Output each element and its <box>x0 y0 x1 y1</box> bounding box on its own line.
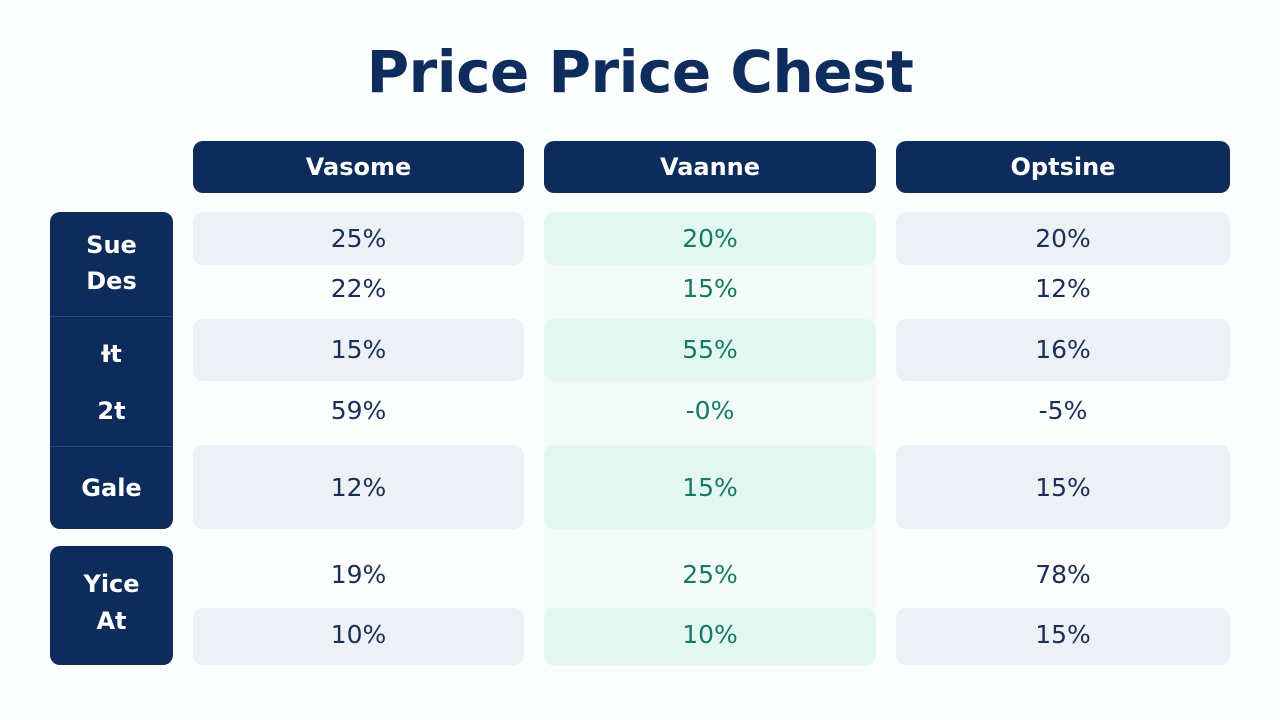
column-header-3: Optsine <box>896 141 1230 193</box>
row-group-label: Gale <box>81 474 142 502</box>
table-cell: 20% <box>1035 224 1091 253</box>
row-band <box>193 319 524 381</box>
row-band <box>544 608 876 665</box>
row-band <box>544 212 876 265</box>
row-band <box>193 608 524 665</box>
row-band <box>896 212 1230 265</box>
table-cell: 15% <box>1035 620 1091 649</box>
column-header-2: Vaanne <box>544 141 876 193</box>
row-group-label: Sue <box>86 231 137 259</box>
table-cell: 59% <box>330 396 387 425</box>
row-band <box>544 319 876 381</box>
row-group-label: Ɨt <box>101 340 122 368</box>
row-group-block: Sue Des Ɨt 2t Gale <box>50 212 173 529</box>
row-band <box>193 445 524 529</box>
table-cell: 25% <box>682 560 738 589</box>
row-group-divider <box>50 446 173 447</box>
table-cell: 10% <box>330 620 387 649</box>
table-cell: 15% <box>682 274 738 303</box>
row-band <box>896 445 1230 529</box>
row-group-label: 2t <box>97 397 126 425</box>
table-cell: 55% <box>682 335 738 364</box>
table-cell: 12% <box>330 473 387 502</box>
row-group-label: At <box>96 607 127 635</box>
table-cell: 78% <box>1035 560 1091 589</box>
table-cell: -5% <box>1038 396 1088 425</box>
row-band <box>193 212 524 265</box>
row-band <box>896 608 1230 665</box>
table-cell: 16% <box>1035 335 1091 364</box>
table-cell: 25% <box>330 224 387 253</box>
row-group-divider <box>50 316 173 317</box>
table-cell: 15% <box>682 473 738 502</box>
table-cell: 22% <box>330 274 387 303</box>
table-cell: 10% <box>682 620 738 649</box>
table-cell: 15% <box>330 335 387 364</box>
table-cell: 12% <box>1035 274 1091 303</box>
row-band <box>544 445 876 529</box>
highlight-column-background <box>544 212 876 666</box>
table-cell: 20% <box>682 224 738 253</box>
table-cell: -0% <box>685 396 735 425</box>
row-group-label: Yice <box>83 570 140 598</box>
row-group-block: Yice At <box>50 546 173 665</box>
column-header-1: Vasome <box>193 141 524 193</box>
page-title: Price Price Chest <box>366 38 914 106</box>
row-band <box>896 319 1230 381</box>
row-group-label: Des <box>86 267 137 295</box>
table-cell: 19% <box>330 560 387 589</box>
table-cell: 15% <box>1035 473 1091 502</box>
